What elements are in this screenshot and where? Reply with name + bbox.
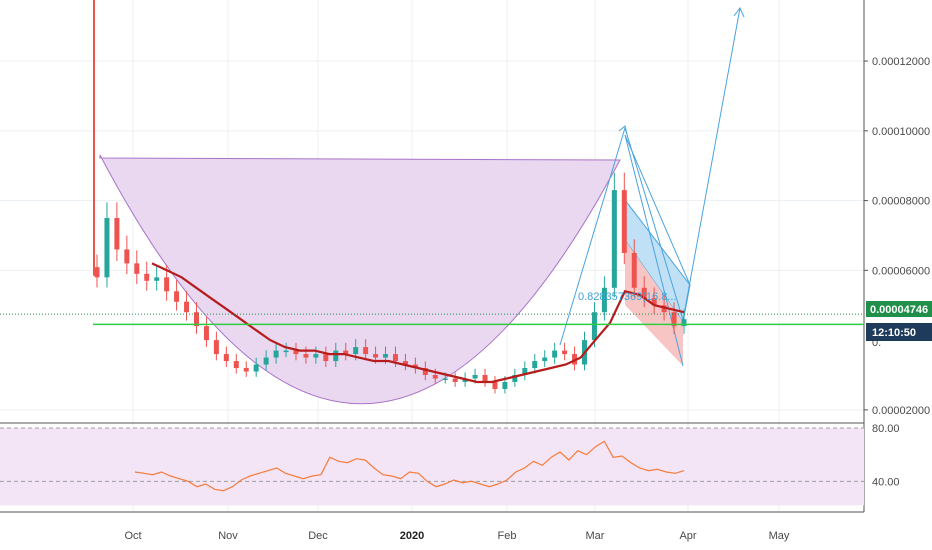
candle-body bbox=[104, 218, 110, 278]
x-axis: Oct Nov Dec 2020 Feb Mar Apr May bbox=[124, 530, 789, 542]
countdown-tag bbox=[866, 323, 932, 341]
candle-body bbox=[353, 347, 359, 355]
moving-average bbox=[151, 262, 685, 384]
indicator-axis: 80.00 40.00 bbox=[872, 423, 900, 488]
candle-body bbox=[243, 368, 249, 372]
candle-body bbox=[562, 350, 568, 355]
candle-body bbox=[293, 350, 299, 355]
candle-body bbox=[472, 375, 478, 379]
x-tick-label: May bbox=[769, 530, 790, 542]
projection-arrow-icon bbox=[733, 7, 745, 18]
x-tick-label: 2020 bbox=[400, 530, 424, 542]
annotation-label: 0.828357369(16.8... bbox=[578, 291, 676, 303]
candle-body bbox=[144, 273, 150, 281]
candle-body bbox=[631, 252, 637, 288]
candle-body bbox=[223, 354, 229, 362]
indicator-band bbox=[0, 427, 864, 506]
x-tick-label: Feb bbox=[498, 530, 517, 542]
candle-body bbox=[591, 312, 597, 341]
x-tick-label: Apr bbox=[679, 530, 696, 542]
candle-body bbox=[452, 378, 458, 382]
y-tick-label-partial: 0. bbox=[872, 337, 881, 349]
candle-body bbox=[213, 340, 219, 355]
peak-arrow-icon bbox=[618, 125, 628, 135]
candle-body bbox=[522, 368, 528, 375]
candle-body bbox=[383, 354, 389, 358]
candle-body bbox=[303, 354, 309, 358]
candle-body bbox=[253, 364, 259, 372]
candle-body bbox=[661, 305, 667, 313]
candle-body bbox=[373, 354, 379, 358]
candle-body bbox=[114, 218, 120, 250]
x-tick-label: Dec bbox=[308, 530, 328, 542]
candle-body bbox=[233, 361, 239, 369]
candle-body bbox=[164, 277, 170, 292]
candle-body bbox=[313, 354, 319, 358]
candle-body bbox=[422, 368, 428, 375]
flag-line-upper bbox=[624, 134, 691, 286]
candle-body bbox=[492, 381, 498, 389]
candle-body bbox=[203, 326, 209, 341]
candle-body bbox=[333, 350, 339, 362]
candle-body bbox=[134, 263, 140, 274]
y-tick-label: 0.00006000 bbox=[872, 265, 930, 277]
candle-body bbox=[273, 350, 279, 358]
candle-body bbox=[94, 267, 100, 278]
candle-body bbox=[681, 319, 687, 327]
y-tick-label: 0.00008000 bbox=[872, 196, 930, 208]
candle-body bbox=[552, 350, 558, 358]
projection-line bbox=[559, 7, 741, 346]
candle-body bbox=[671, 312, 677, 327]
candle-body bbox=[124, 249, 130, 264]
oscillator-line bbox=[134, 440, 685, 492]
candle-body bbox=[343, 350, 349, 355]
candle-body bbox=[154, 277, 160, 281]
candle-body bbox=[174, 291, 180, 302]
x-tick-label: Mar bbox=[586, 530, 605, 542]
indicator-tick-label: 40.00 bbox=[872, 476, 900, 488]
indicator-line bbox=[134, 440, 685, 492]
ma-line bbox=[151, 262, 685, 384]
candle-body bbox=[641, 287, 647, 299]
candle-body bbox=[402, 361, 408, 365]
levels bbox=[0, 313, 864, 326]
candle-body bbox=[601, 287, 607, 313]
x-tick-label: Nov bbox=[218, 530, 238, 542]
candle-body bbox=[621, 190, 627, 253]
candle-body bbox=[512, 375, 518, 382]
candle-body bbox=[532, 361, 538, 369]
y-tick-label: 0.00002000 bbox=[872, 405, 930, 417]
y-tick-label: 0.00010000 bbox=[872, 126, 930, 138]
candle-body bbox=[432, 375, 438, 379]
last-price-tag bbox=[866, 301, 932, 317]
candle-body bbox=[392, 354, 398, 362]
candle-body bbox=[482, 375, 488, 382]
drawings bbox=[99, 7, 745, 405]
x-tick-label: Oct bbox=[124, 530, 141, 542]
cup-shape[interactable] bbox=[99, 154, 621, 405]
candle-body bbox=[193, 312, 199, 327]
candle-body bbox=[542, 357, 548, 362]
candle-body bbox=[651, 298, 657, 306]
candle-body bbox=[502, 381, 508, 389]
candle-body bbox=[363, 347, 369, 355]
last-price-label: 0.00004746 bbox=[870, 304, 928, 316]
candle-body bbox=[263, 357, 269, 365]
indicator-tick-label: 80.00 bbox=[872, 423, 900, 435]
candle-body bbox=[442, 378, 448, 380]
candle-body bbox=[611, 190, 617, 288]
flag-line-lower bbox=[624, 134, 684, 367]
y-axis: 0.00012000 0.00010000 0.00008000 0.00006000… bbox=[864, 56, 930, 417]
y-tick-label: 0.00012000 bbox=[872, 56, 930, 68]
candle-body bbox=[184, 301, 190, 313]
candle-body bbox=[323, 354, 329, 362]
countdown-label: 12:10:50 bbox=[872, 327, 916, 339]
candle-body bbox=[283, 350, 289, 353]
